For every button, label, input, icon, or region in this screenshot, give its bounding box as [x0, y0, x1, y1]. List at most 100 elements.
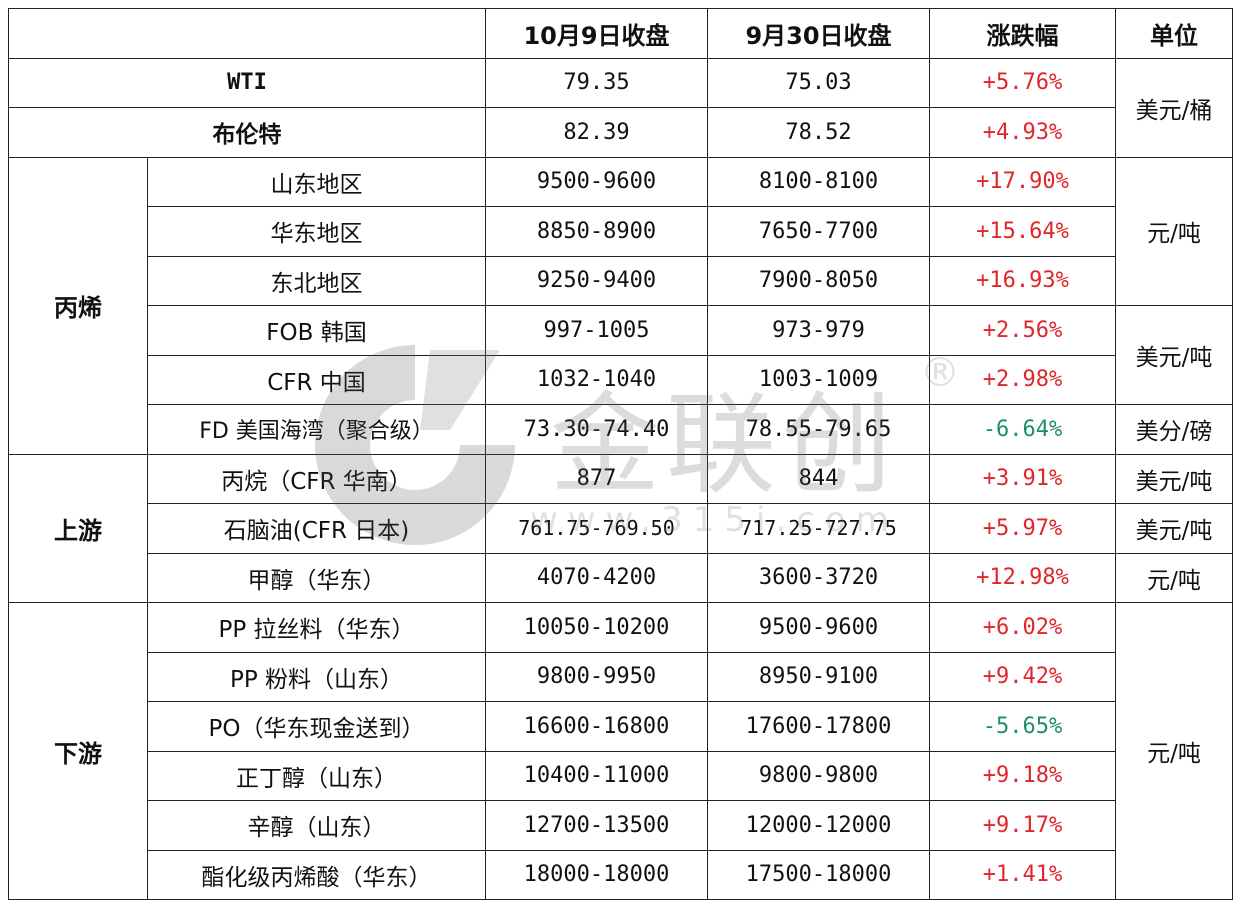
cell-unit: 元/吨 — [1115, 156, 1233, 306]
cell-change: +3.91% — [929, 453, 1116, 504]
cell-sep30: 7650-7700 — [707, 206, 930, 257]
cell-sep30: 78.55-79.65 — [707, 404, 930, 455]
cell-unit: 美元/吨 — [1115, 503, 1233, 554]
cell-oct9: 82.39 — [485, 107, 708, 158]
cell-unit: 美元/吨 — [1115, 453, 1233, 504]
cell-change: +15.64% — [929, 206, 1116, 257]
cell-change: +1.41% — [929, 849, 1116, 900]
cell-sep30: 3600-3720 — [707, 552, 930, 603]
table-row: 东北地区 9250-9400 7900-8050 +16.93% — [9, 255, 1233, 306]
cell-change: +2.98% — [929, 354, 1116, 405]
row-name: PP 拉丝料（华东） — [147, 602, 486, 653]
cell-oct9: 9500-9600 — [485, 156, 708, 207]
category-propylene: 丙烯 — [8, 156, 148, 455]
cell-sep30: 78.52 — [707, 107, 930, 158]
row-name: PP 粉料（山东） — [147, 651, 486, 702]
cell-sep30: 844 — [707, 453, 930, 504]
row-name: 丙烷（CFR 华南） — [147, 453, 486, 504]
row-name: FOB 韩国 — [147, 305, 486, 356]
row-name: WTI — [8, 57, 486, 108]
table-row: 丙烯 山东地区 9500-9600 8100-8100 +17.90% 元/吨 — [8, 156, 1233, 455]
table-row: 酯化级丙烯酸（华东） 18000-18000 17500-18000 +1.41… — [9, 849, 1233, 900]
table-row: 华东地区 8850-8900 7650-7700 +15.64% — [9, 206, 1233, 257]
cell-unit: 美元/吨 — [1115, 305, 1233, 405]
row-name: CFR 中国 — [147, 354, 486, 405]
cell-sep30: 8950-9100 — [707, 651, 930, 702]
cell-sep30: 17500-18000 — [707, 849, 930, 900]
cell-sep30: 7900-8050 — [707, 255, 930, 306]
cell-change: +16.93% — [929, 255, 1116, 306]
cell-change: -5.65% — [929, 701, 1116, 752]
category-downstream: 下游 — [8, 602, 148, 900]
table-row: WTI 79.35 75.03 +5.76% 美元/桶 — [8, 57, 1233, 158]
header-blank — [8, 8, 486, 59]
cell-sep30: 1003-1009 — [707, 354, 930, 405]
cell-oct9: 997-1005 — [485, 305, 708, 356]
table-row: 布伦特 82.39 78.52 +4.93% — [8, 107, 1233, 158]
row-name: PO（华东现金送到） — [147, 701, 486, 752]
cell-oct9: 16600-16800 — [485, 701, 708, 752]
cell-change: +9.18% — [929, 750, 1116, 801]
cell-sep30: 8100-8100 — [707, 156, 930, 207]
cell-change: +4.93% — [929, 107, 1116, 158]
cell-oct9: 73.30-74.40 — [485, 404, 708, 455]
row-name: 石脑油(CFR 日本) — [147, 503, 486, 554]
header-unit: 单位 — [1115, 8, 1233, 59]
price-table: 10月9日收盘 9月30日收盘 涨跌幅 单位 WTI 79.35 75.03 +… — [8, 8, 1233, 900]
table-row: 正丁醇（山东） 10400-11000 9800-9800 +9.18% — [9, 750, 1233, 801]
cell-sep30: 973-979 — [707, 305, 930, 356]
row-name: 布伦特 — [8, 107, 486, 158]
cell-sep30: 75.03 — [707, 57, 930, 108]
table-row: 石脑油(CFR 日本) 761.75-769.50 717.25-727.75 … — [9, 503, 1233, 554]
cell-oct9: 8850-8900 — [485, 206, 708, 257]
cell-oct9: 877 — [485, 453, 708, 504]
row-name: 山东地区 — [147, 156, 486, 207]
cell-sep30: 717.25-727.75 — [707, 503, 930, 554]
cell-unit: 美分/磅 — [1115, 404, 1233, 455]
cell-oct9: 1032-1040 — [485, 354, 708, 405]
row-name: 酯化级丙烯酸（华东） — [147, 849, 486, 900]
table-row: FOB 韩国 997-1005 973-979 +2.56% 美元/吨 — [9, 305, 1233, 405]
row-name: 华东地区 — [147, 206, 486, 257]
cell-oct9: 4070-4200 — [485, 552, 708, 603]
header-change: 涨跌幅 — [929, 8, 1116, 59]
cell-oct9: 9250-9400 — [485, 255, 708, 306]
cell-change: +9.42% — [929, 651, 1116, 702]
cell-change: +6.02% — [929, 602, 1116, 653]
cell-unit: 元/吨 — [1115, 552, 1233, 603]
table-row: PP 粉料（山东） 9800-9950 8950-9100 +9.42% — [9, 651, 1233, 702]
cell-change: -6.64% — [929, 404, 1116, 455]
cell-sep30: 9500-9600 — [707, 602, 930, 653]
cell-oct9: 10400-11000 — [485, 750, 708, 801]
table-row: 上游 丙烷（CFR 华南） 877 844 +3.91% 美元/吨 — [8, 453, 1233, 603]
table-row: 下游 PP 拉丝料（华东） 10050-10200 9500-9600 +6.0… — [8, 602, 1233, 900]
row-name: 东北地区 — [147, 255, 486, 306]
row-name: 辛醇（山东） — [147, 800, 486, 851]
cell-oct9: 761.75-769.50 — [485, 503, 708, 554]
table-row: 辛醇（山东） 12700-13500 12000-12000 +9.17% — [9, 800, 1233, 851]
table-row: PO（华东现金送到） 16600-16800 17600-17800 -5.65… — [9, 701, 1233, 752]
row-name: 甲醇（华东） — [147, 552, 486, 603]
row-name: FD 美国海湾（聚合级） — [147, 404, 486, 455]
cell-unit: 元/吨 — [1115, 602, 1233, 900]
cell-change: +5.76% — [929, 57, 1116, 108]
cell-change: +9.17% — [929, 800, 1116, 851]
header-row: 10月9日收盘 9月30日收盘 涨跌幅 单位 — [8, 8, 1233, 59]
cell-sep30: 9800-9800 — [707, 750, 930, 801]
cell-oct9: 12700-13500 — [485, 800, 708, 851]
row-name: 正丁醇（山东） — [147, 750, 486, 801]
cell-unit: 美元/桶 — [1115, 57, 1233, 158]
table-row: 甲醇（华东） 4070-4200 3600-3720 +12.98% 元/吨 — [9, 552, 1233, 603]
cell-oct9: 9800-9950 — [485, 651, 708, 702]
cell-oct9: 10050-10200 — [485, 602, 708, 653]
table-row: FD 美国海湾（聚合级） 73.30-74.40 78.55-79.65 -6.… — [9, 404, 1233, 455]
cell-change: +17.90% — [929, 156, 1116, 207]
header-oct9: 10月9日收盘 — [485, 8, 708, 59]
cell-change: +12.98% — [929, 552, 1116, 603]
cell-sep30: 12000-12000 — [707, 800, 930, 851]
category-upstream: 上游 — [8, 453, 148, 603]
cell-oct9: 79.35 — [485, 57, 708, 108]
cell-oct9: 18000-18000 — [485, 849, 708, 900]
cell-change: +5.97% — [929, 503, 1116, 554]
header-sep30: 9月30日收盘 — [707, 8, 930, 59]
